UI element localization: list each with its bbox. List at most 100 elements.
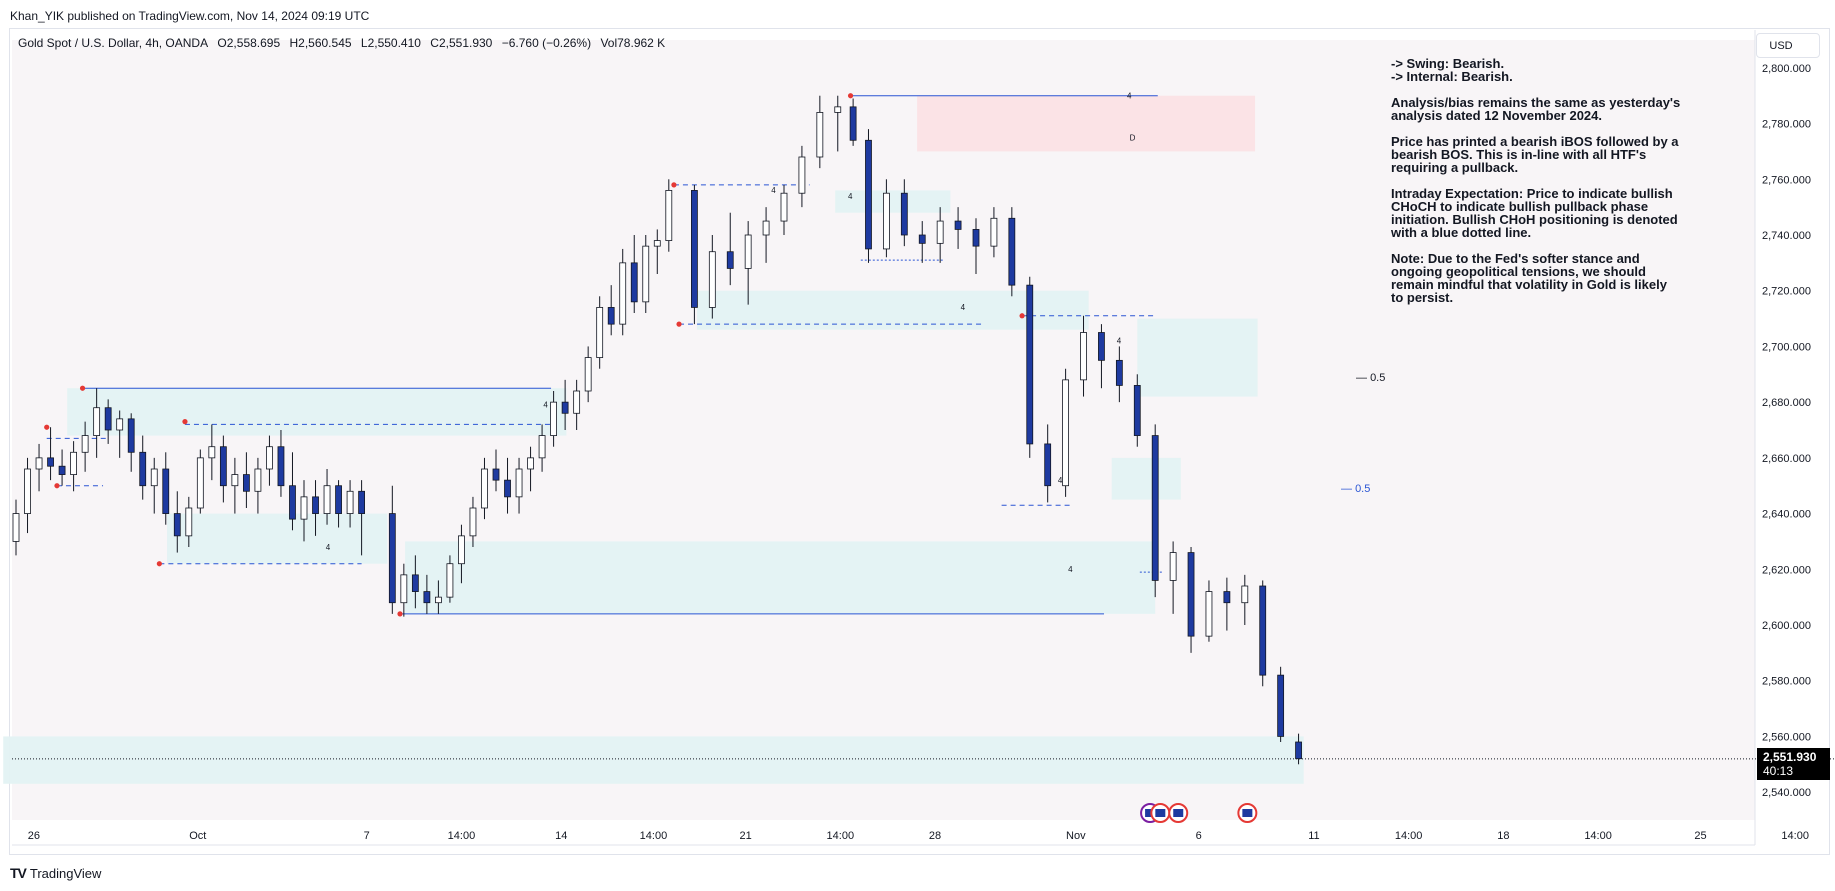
x-axis-tick: 14:00 [1395,830,1423,842]
box-label: 4 [1058,476,1063,485]
close-value: C2,551.930 [430,36,493,50]
candle-body [93,407,101,436]
candle-body [642,245,650,303]
open-value: O2,558.695 [217,36,281,50]
candle-body [242,474,250,492]
annotation-line-5: Note: Due to the Fed's softer stance and… [1391,251,1667,305]
candle-body [584,357,592,392]
swing-point [847,93,854,99]
candle-body [300,496,308,520]
candle-body [492,468,500,481]
candle-body [561,401,569,414]
x-axis-tick: 25 [1694,830,1706,842]
flag-icon [1173,809,1184,817]
y-axis-tick: 2,720.000 [1762,286,1811,298]
candle-body [607,307,615,325]
box-label: D [1130,133,1136,142]
symbol-name[interactable]: Gold Spot / U.S. Dollar, 4h, OANDA [18,36,209,50]
candle-body [990,217,998,247]
candle-body [1259,585,1267,676]
demand-zone [67,388,567,436]
candle-body [127,418,135,453]
box-label: 4 [848,192,853,201]
candle-body [550,401,557,436]
candle-body [1115,359,1123,386]
candle-body [1044,443,1052,487]
candle-body [70,451,77,475]
annotation-line-4: Intraday Expectation: Price to indicate … [1391,186,1678,240]
candle-body [1169,552,1177,581]
change-value: −6.760 (−0.26%) [501,36,592,50]
x-axis-tick: 28 [929,830,941,842]
candle-body [323,485,331,514]
candle-body [35,457,43,470]
box-label: 4 [771,186,776,195]
candle-body [173,513,181,537]
candle-body [277,446,285,487]
x-axis-tick: 26 [28,830,40,842]
candle-body [24,468,31,514]
candle-body [918,234,926,244]
flag-icon [1145,809,1156,817]
last-price: 2,551.930 [1763,750,1817,764]
candle-body [266,446,273,470]
candle-body [936,220,944,244]
candle-body [219,446,227,487]
footer-brand[interactable]: TV TradingView [10,865,101,881]
candle-body [573,390,581,414]
demand-zone [696,290,1089,330]
candle-body [12,513,20,542]
candle-body [865,139,872,250]
candle-body [1205,591,1213,637]
candle-body [47,457,54,467]
swing-point [44,424,50,430]
candle-body [630,262,638,303]
last-price-tag: 2,551.930 40:13 [1757,748,1830,780]
flag-icon [1242,809,1253,817]
candle-body [527,457,534,470]
candle-body [312,496,319,514]
demand-zone [405,541,1156,614]
candle-body [780,192,788,222]
candle-body [798,156,806,194]
candle-body [1080,332,1087,381]
y-axis-tick: 2,740.000 [1762,230,1811,242]
candle-body [104,407,112,431]
candle-body [1277,674,1285,737]
x-axis-tick: 14:00 [1781,830,1809,842]
swing-point [54,483,60,489]
demand-zone [3,736,1304,784]
candle-body [388,513,396,604]
candle-body [150,468,158,487]
candle-body [954,220,962,230]
candle-body [58,465,66,475]
high-value: H2,560.545 [289,36,352,50]
candle-body [196,457,204,509]
y-axis-tick: 2,560.000 [1762,731,1811,743]
annotation-line-3: Price has printed a bearish iBOS followe… [1391,134,1679,175]
candle-body [653,240,661,247]
candle-body [504,479,511,498]
x-axis-tick: 7 [364,830,370,842]
y-axis-tick: 2,640.000 [1762,509,1811,521]
swing-point [676,321,682,327]
swing-point [397,611,403,617]
candle-body [400,574,408,604]
candle-body [458,535,465,565]
low-value: L2,550.410 [360,36,421,50]
x-axis-tick: 21 [739,830,751,842]
currency-button[interactable]: USD [1756,33,1820,58]
candle-body [900,192,908,236]
demand-zone [1111,457,1181,500]
candle-body [691,190,698,308]
y-axis-tick: 2,660.000 [1762,453,1811,465]
y-axis-tick: 2,780.000 [1762,119,1811,131]
x-axis-tick: 14 [555,830,567,842]
x-axis-tick: 6 [1196,830,1202,842]
symbol-legend: Gold Spot / U.S. Dollar, 4h, OANDA O2,55… [18,36,671,50]
candle-body [358,490,366,514]
candle-body [469,507,477,537]
candle-body [185,507,193,537]
candle-body [726,251,734,269]
